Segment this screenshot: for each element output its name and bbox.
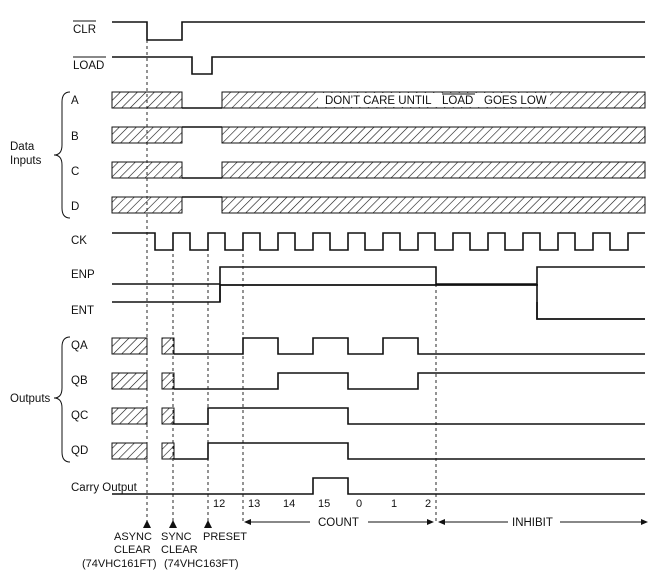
count-phase-label: COUNT — [318, 517, 359, 529]
enp-waveform — [112, 266, 645, 285]
async-label-line2: CLEAR — [114, 544, 151, 556]
ent-waveform-fall — [536, 302, 645, 320]
count-label-12: 12 — [213, 498, 225, 510]
count-label-0: 0 — [356, 498, 362, 510]
sync-label-line1: SYNC — [161, 531, 192, 543]
qd-waveform — [111, 442, 645, 460]
ent-label: ENT — [71, 305, 94, 317]
count-label-13: 13 — [248, 498, 260, 510]
count-label-15: 15 — [318, 498, 330, 510]
c-waveform — [111, 161, 646, 179]
count-label-1: 1 — [391, 498, 397, 510]
qc-label: QC — [71, 410, 88, 422]
ck-label: CK — [71, 235, 87, 247]
ck-waveform — [112, 232, 645, 251]
count-label-2: 2 — [425, 498, 431, 510]
count-phase-arrow: COUNT — [244, 517, 434, 529]
outputs-brace — [53, 336, 71, 463]
carry-label: Carry Output — [71, 482, 138, 494]
b-label: B — [71, 131, 79, 143]
async-clear-marker — [143, 520, 151, 528]
async-label-line1: ASYNC — [114, 531, 152, 543]
qa-label: QA — [71, 340, 88, 352]
qc-waveform — [111, 407, 645, 425]
qd-label: QD — [71, 445, 88, 457]
a-label: A — [71, 95, 79, 107]
clr-waveform — [112, 21, 645, 41]
qb-waveform — [111, 372, 645, 390]
sync-part-label: (74VHC163FT) — [164, 558, 239, 570]
inhibit-phase-arrow: INHIBIT — [438, 517, 648, 529]
data-inputs-brace — [53, 91, 71, 219]
banner-suffix-text: GOES LOW — [484, 95, 547, 107]
carry-waveform — [112, 477, 645, 495]
data-inputs-label-line1: Data — [10, 141, 35, 153]
async-part-label: (74VHC161FT) — [82, 558, 157, 570]
banner-prefix-text: DON’T CARE UNTIL — [325, 95, 432, 107]
enp-label: ENP — [71, 269, 95, 281]
preset-marker — [204, 520, 212, 528]
clr-label: CLR — [73, 24, 96, 36]
d-label: D — [71, 201, 79, 213]
sync-clear-marker — [169, 520, 177, 528]
qa-waveform — [111, 337, 645, 355]
qb-label: QB — [71, 375, 88, 387]
load-waveform — [112, 56, 645, 75]
d-waveform — [111, 196, 646, 214]
b-waveform — [111, 126, 646, 144]
outputs-label: Outputs — [10, 393, 51, 405]
sync-label-line2: CLEAR — [161, 544, 198, 556]
dont-care-banner: DON’T CARE UNTIL LOAD GOES LOW — [318, 93, 550, 107]
count-label-14: 14 — [283, 498, 295, 510]
banner-load-text: LOAD — [442, 95, 473, 107]
preset-label: PRESET — [203, 531, 247, 543]
inhibit-phase-label: INHIBIT — [512, 517, 553, 529]
c-label: C — [71, 166, 79, 178]
data-inputs-label-line2: Inputs — [10, 155, 42, 167]
load-label: LOAD — [73, 60, 104, 72]
